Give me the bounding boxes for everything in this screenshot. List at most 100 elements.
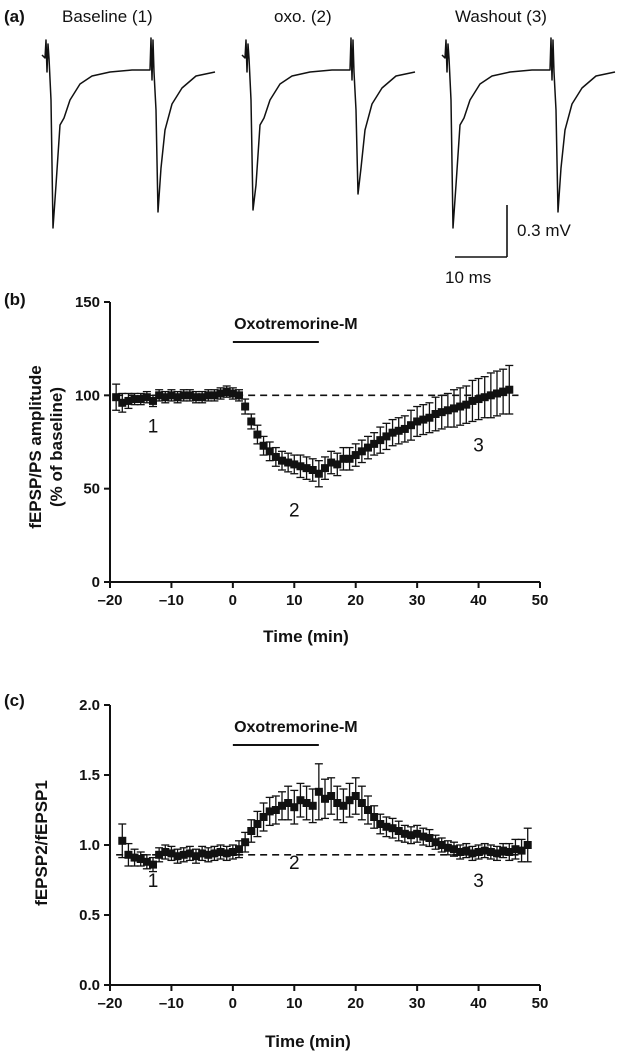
panel-b-x-tick-label: 10 [286,592,303,609]
panel-b-data-point [308,466,317,474]
trace-3 [441,37,616,229]
panel-b-drug-label: Oxotremorine-M [234,316,358,333]
panel-b-data-point [431,410,440,418]
panel-b-data-point [247,417,256,426]
trace-label-oxo: oxo. (2) [274,7,332,26]
panel-b-data-point [450,404,458,413]
panel-c-data-point [124,850,133,859]
panel-b-data-point [370,439,379,448]
panel-b-data-point [222,387,231,396]
panel-b-data-point [364,443,372,452]
panel-c-x-tick-label: 0 [229,995,237,1012]
panel-c-data-point [480,846,489,855]
panel-c-y-title: fEPSP2/fEPSP1 [32,780,51,906]
panel-c-data-point [351,792,360,800]
panel-b-data-point [394,426,403,435]
panel-b-data-point [142,393,151,402]
panel-c-data-point [474,848,483,856]
panel-b-data-point [327,458,336,467]
panel-b-data-point [296,462,305,471]
panel-b-data-point [437,408,446,417]
panel-c-y-tick-label: 2.0 [79,697,100,714]
panel-b-period-label: 2 [289,501,300,522]
panel-c-label: (c) [4,691,25,710]
panel-b-x-title: Time (min) [263,627,349,646]
panel-c-data-point [167,849,176,858]
panel-b-label: (b) [4,290,26,309]
panel-b-x-tick-label: 20 [347,592,364,609]
panel-b-data-point [376,436,385,445]
panel-b-data-point [241,402,250,411]
panel-b-data-point [505,385,514,394]
panel-c-data-point [364,806,372,814]
panel-c-data-point [468,849,477,858]
panel-c-data-point [413,829,422,838]
panel-b-y-tick-label: 100 [75,387,100,404]
panel-c-data-point [198,849,207,858]
panel-b-data-point [290,460,299,469]
panel-c-data-point [228,848,237,856]
panel-c-data-point [425,834,434,842]
panel-b-data-point [302,464,311,473]
panel-b-data-point [425,413,434,422]
panel-c-data-point [443,843,452,852]
panel-c-data-point [271,806,280,814]
panel-c-data-point [155,850,164,859]
panel-c-x-tick-label: 40 [470,995,487,1012]
panel-b-data-point [271,452,280,461]
trace-label-washout: Washout (3) [455,7,547,26]
panel-b-data-point [351,451,360,460]
panel-c-data-point [388,824,397,833]
panel-b-data-point [456,402,465,411]
panel-b-data-point [216,389,225,398]
panel-c-x-tick-label: 10 [286,995,303,1012]
panel-b-data-point [462,400,471,409]
panel-c-period-label: 1 [148,871,159,892]
panel-c-data-point [407,831,415,840]
panel-b-data-point [388,428,397,437]
panel-c-data-point [118,836,127,845]
panel-a-label: (a) [4,7,25,26]
panel-b-data-point [493,389,501,398]
panel-c-data-point [210,849,219,858]
trace-label-baseline: Baseline (1) [62,7,153,26]
panel-c-data-point [394,827,403,835]
panel-c-data-point [149,860,157,869]
panel-b-data-point [112,393,121,402]
panel-c-data-point [333,799,342,807]
scale-label-voltage: 0.3 mV [517,221,572,240]
panel-c-data-point [265,807,274,816]
panel-c-data-point [450,845,458,854]
panel-b-x-tick-label: 40 [470,592,487,609]
panel-b-data-point [185,391,194,400]
panel-b-period-label: 3 [473,435,484,456]
panel-b-data-point [468,396,477,405]
panel-b-x-tick-label: 50 [532,592,549,609]
panel-c-data-point [523,841,532,849]
panel-c-data-point [192,852,200,861]
panel-b-data-point [474,395,483,404]
panel-c-x-tick-label: –20 [97,995,122,1012]
panel-c-x-tick-label: 20 [347,995,364,1012]
panel-b-data-point [136,395,145,404]
panel-c-data-point [278,801,286,810]
panel-c-data-point [321,794,329,803]
panel-b-x-tick-label: 30 [409,592,426,609]
panel-c-data-point [462,846,471,855]
panel-c-y-tick-label: 1.0 [79,837,100,854]
panel-b-x-tick-label: –20 [97,592,122,609]
panel-c-data-point [370,813,379,821]
panel-c-data-point [259,813,268,821]
panel-c-data-point [142,857,151,866]
scale-bar: 0.3 mV 10 ms [445,205,572,287]
panel-c-data-point [179,850,188,859]
panel-b-data-point [499,387,508,396]
panel-c-data-point [505,848,514,856]
panel-b-data-point [413,417,422,426]
panel-c-data-point [204,850,213,859]
panel-c-data-point [296,796,305,805]
panel-b-data-point [284,458,293,467]
panel-c-data-point [247,827,256,835]
panel-b-data-point [167,391,176,400]
